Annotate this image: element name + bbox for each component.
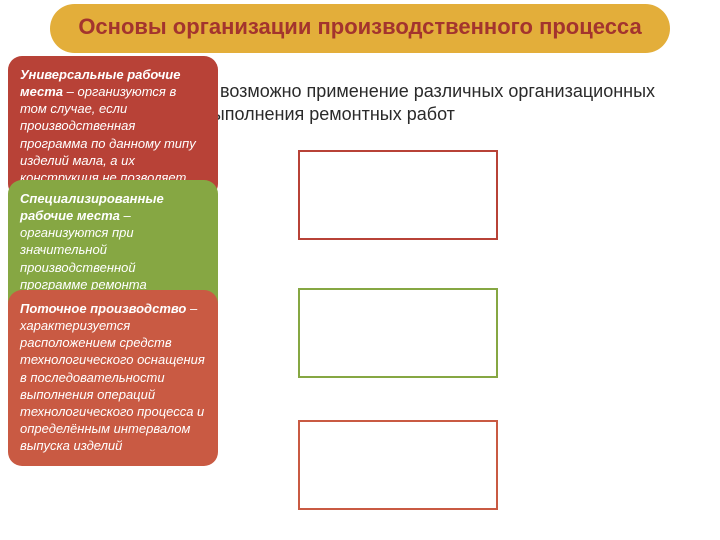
info-box-universal-body: – организуются в том случае, если произв… bbox=[20, 84, 196, 185]
info-box-flow-body: – характеризуется расположением средств … bbox=[20, 301, 205, 453]
linked-box-3 bbox=[298, 420, 498, 510]
linked-box-1 bbox=[298, 150, 498, 240]
info-box-specialized-lead: Специализированные рабочие места bbox=[20, 191, 164, 223]
intro-text: На АРП возможно применение различных орг… bbox=[150, 80, 690, 126]
title-pill: Основы организации производственного про… bbox=[50, 4, 670, 53]
info-box-flow-lead: Поточное производство bbox=[20, 301, 186, 316]
info-box-flow: Поточное производство – характеризуется … bbox=[8, 290, 218, 466]
linked-box-2 bbox=[298, 288, 498, 378]
info-box-universal: Универсальные рабочие места – организуют… bbox=[8, 56, 218, 198]
